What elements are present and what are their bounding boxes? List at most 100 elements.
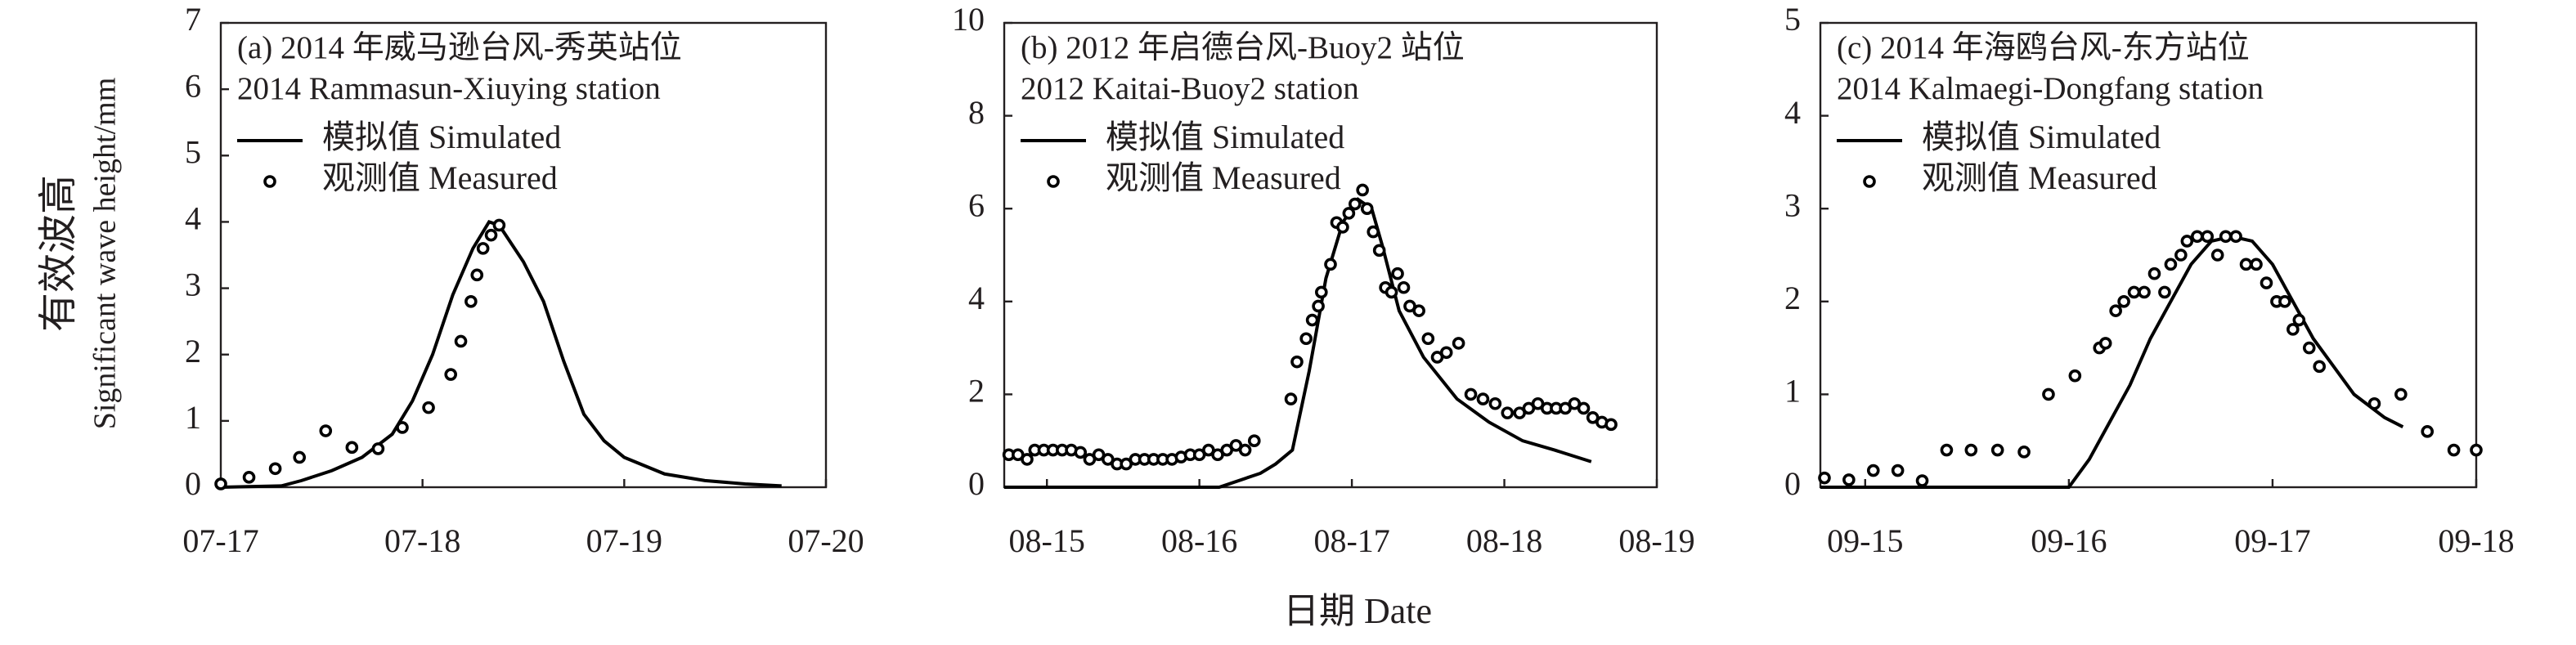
measured-point <box>1964 443 1978 457</box>
x-tick-label: 08-15 <box>1009 522 1085 559</box>
measured-point <box>1324 258 1337 271</box>
y-tick-label: 3 <box>185 267 201 303</box>
measured-point <box>2201 230 2215 244</box>
x-tick-label: 07-18 <box>384 522 460 559</box>
measured-point <box>422 401 435 414</box>
measured-point <box>1391 267 1404 280</box>
y-tick-label: 0 <box>968 465 985 502</box>
measured-point <box>454 334 468 348</box>
measured-point <box>2470 443 2483 457</box>
measured-point <box>2250 258 2263 271</box>
x-axis-label: 日期 Date <box>1283 591 1432 631</box>
measured-point <box>2302 341 2316 355</box>
measured-point <box>470 268 484 282</box>
measured-point <box>2138 285 2151 299</box>
y-tick-label: 6 <box>968 186 985 223</box>
y-tick-label: 1 <box>185 399 201 436</box>
measured-point <box>1990 443 2004 457</box>
measured-point <box>464 294 478 308</box>
measured-point <box>1372 244 1386 258</box>
measured-point <box>476 242 490 255</box>
measured-point <box>1284 392 1298 405</box>
legend-label: 观测值 Measured <box>1922 159 2157 196</box>
measured-point <box>1464 387 1478 401</box>
measured-point <box>2278 294 2291 308</box>
measured-point <box>2017 446 2031 459</box>
measured-point <box>2394 387 2408 401</box>
measured-point <box>1866 464 1880 477</box>
measured-point <box>1367 225 1380 239</box>
measured-point <box>492 218 506 232</box>
measured-point <box>1312 299 1325 313</box>
measured-point <box>214 477 227 490</box>
chart-subtitle: 2014 Kalmaegi-Dongfang station <box>1837 71 2264 106</box>
measured-point <box>2164 258 2178 271</box>
measured-point <box>2068 369 2082 383</box>
x-tick-label: 08-16 <box>1161 522 1237 559</box>
y-tick-label: 2 <box>1784 280 1801 316</box>
measured-point <box>2098 337 2112 350</box>
x-tick-label: 09-16 <box>2031 522 2107 559</box>
y-tick-label: 8 <box>968 94 985 131</box>
measured-point <box>319 424 333 437</box>
legend-label: 模拟值 Simulated <box>1106 119 1344 155</box>
y-tick-label: 7 <box>185 1 201 38</box>
y-tick-label: 1 <box>1784 373 1801 410</box>
measured-point <box>484 228 498 242</box>
chart-subtitle: 2014 Rammasun-Xiuying station <box>237 71 661 106</box>
measured-point <box>1842 473 1856 486</box>
x-tick-label: 09-18 <box>2438 522 2514 559</box>
legend-marker <box>1863 175 1876 188</box>
measured-point <box>1577 401 1591 415</box>
y-tick-label: 3 <box>1784 186 1801 223</box>
measured-point <box>1488 396 1502 410</box>
x-tick-label: 08-17 <box>1313 522 1389 559</box>
measured-point <box>2210 249 2224 262</box>
measured-point <box>1397 280 1411 294</box>
measured-point <box>2180 235 2194 248</box>
y-tick-label: 5 <box>185 133 201 170</box>
x-tick-label: 09-17 <box>2234 522 2310 559</box>
measured-point <box>2042 387 2055 401</box>
measured-point <box>1384 285 1398 299</box>
measured-point <box>2447 443 2461 457</box>
measured-point <box>1476 392 1490 405</box>
measured-point <box>1439 346 1453 360</box>
x-tick-label: 08-19 <box>1618 522 1694 559</box>
measured-point <box>1356 183 1369 197</box>
legend-label: 观测值 Measured <box>322 159 558 196</box>
measured-point <box>1315 285 1328 299</box>
simulated-line <box>220 220 782 489</box>
measured-point <box>1940 443 1954 457</box>
measured-point <box>2292 313 2306 327</box>
measured-point <box>242 471 256 484</box>
measured-point <box>1915 474 1929 487</box>
measured-point <box>2260 276 2273 289</box>
measured-point <box>1305 313 1319 327</box>
measured-point <box>1421 332 1435 346</box>
measured-point <box>1452 337 1465 350</box>
y-tick-label: 2 <box>185 333 201 370</box>
measured-point <box>2229 230 2242 244</box>
plot-frame <box>1819 21 2478 489</box>
measured-point <box>1360 202 1374 215</box>
measured-point <box>2174 249 2188 262</box>
measured-point <box>2109 304 2122 317</box>
chart-subtitle: 2012 Kaitai-Buoy2 station <box>1021 71 1359 106</box>
simulated-line <box>1004 197 1592 489</box>
measured-point <box>2158 285 2171 299</box>
x-tick-label: 07-19 <box>586 522 662 559</box>
legend-label: 模拟值 Simulated <box>1922 119 2161 155</box>
x-tick-label: 07-20 <box>788 522 864 559</box>
y-tick-label: 6 <box>185 67 201 104</box>
plot-frame <box>1003 21 1658 489</box>
measured-point <box>396 421 409 434</box>
measured-point <box>345 441 359 455</box>
measured-point <box>2190 230 2204 244</box>
y-tick-label: 0 <box>1784 465 1801 502</box>
y-axis-label: Significant wave height/mm <box>88 78 123 430</box>
measured-point <box>1342 207 1356 220</box>
measured-point <box>1501 406 1515 419</box>
measured-point <box>293 450 307 464</box>
